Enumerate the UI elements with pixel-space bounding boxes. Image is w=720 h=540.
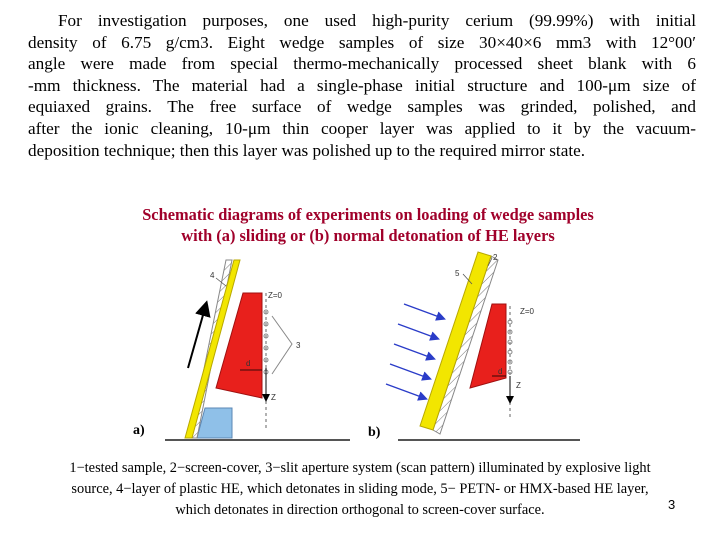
label-d: d <box>498 367 502 376</box>
paragraph-line: after the ionic cleaning, 10-μm thin coo… <box>28 118 696 138</box>
schematic-figure: 4 Z=0 3 d Z a) <box>133 251 580 441</box>
page-number: 3 <box>668 497 676 512</box>
aperture-dots <box>507 319 513 375</box>
leader-line-2 <box>487 257 493 267</box>
label-d: d <box>246 359 250 368</box>
body-paragraph: For investigation purposes, one used hig… <box>28 10 696 161</box>
plastic-he-layer <box>184 259 241 439</box>
paragraph-line: -mm thickness. The material had a single… <box>28 75 696 95</box>
scan-pattern <box>271 315 293 375</box>
caption-line: which detonates in direction orthogonal … <box>175 502 545 518</box>
paragraph-line: For investigation purposes, one used hig… <box>58 11 696 30</box>
figure-heading-line: Schematic diagrams of experiments on loa… <box>142 205 594 224</box>
caption-line: source, 4−layer of plastic HE, which det… <box>71 481 649 497</box>
leader-line-5 <box>462 273 473 285</box>
figure-heading: Schematic diagrams of experiments on loa… <box>0 204 720 246</box>
tested-sample <box>469 303 507 389</box>
label-b: b) <box>368 425 381 440</box>
label-4: 4 <box>210 271 215 280</box>
label-5: 5 <box>455 269 460 278</box>
petn-he-layer <box>419 251 492 431</box>
figure-heading-line: with (a) sliding or (b) normal detonatio… <box>181 226 555 245</box>
label-z0: Z=0 <box>268 291 283 300</box>
tested-sample <box>215 292 263 399</box>
paragraph-line: angle were made from special thermo-mech… <box>28 54 696 74</box>
diagram-b: 5 2 Z=0 d Z b) <box>368 251 580 441</box>
screen-cover <box>196 407 233 439</box>
paragraph-line: equiaxed grains. The free surface of wed… <box>28 97 696 117</box>
diagram-a: 4 Z=0 3 d Z a) <box>133 259 350 441</box>
paragraph-line: density of 6.75 g/cm3. Eight wedge sampl… <box>28 32 696 52</box>
detonation-direction-arrow <box>187 300 211 369</box>
label-z: Z <box>516 381 521 390</box>
label-z0: Z=0 <box>520 307 535 316</box>
paragraph-line: deposition technique; then this layer wa… <box>28 140 586 160</box>
leader-line-4 <box>215 277 227 287</box>
label-2: 2 <box>493 253 498 262</box>
label-z: Z <box>271 393 276 402</box>
label-3: 3 <box>296 341 301 350</box>
caption-line: 1−tested sample, 2−screen-cover, 3−slit … <box>69 460 651 476</box>
detonation-arrows <box>385 303 446 401</box>
figure-caption: 1−tested sample, 2−screen-cover, 3−slit … <box>20 458 700 521</box>
label-a: a) <box>133 423 145 438</box>
